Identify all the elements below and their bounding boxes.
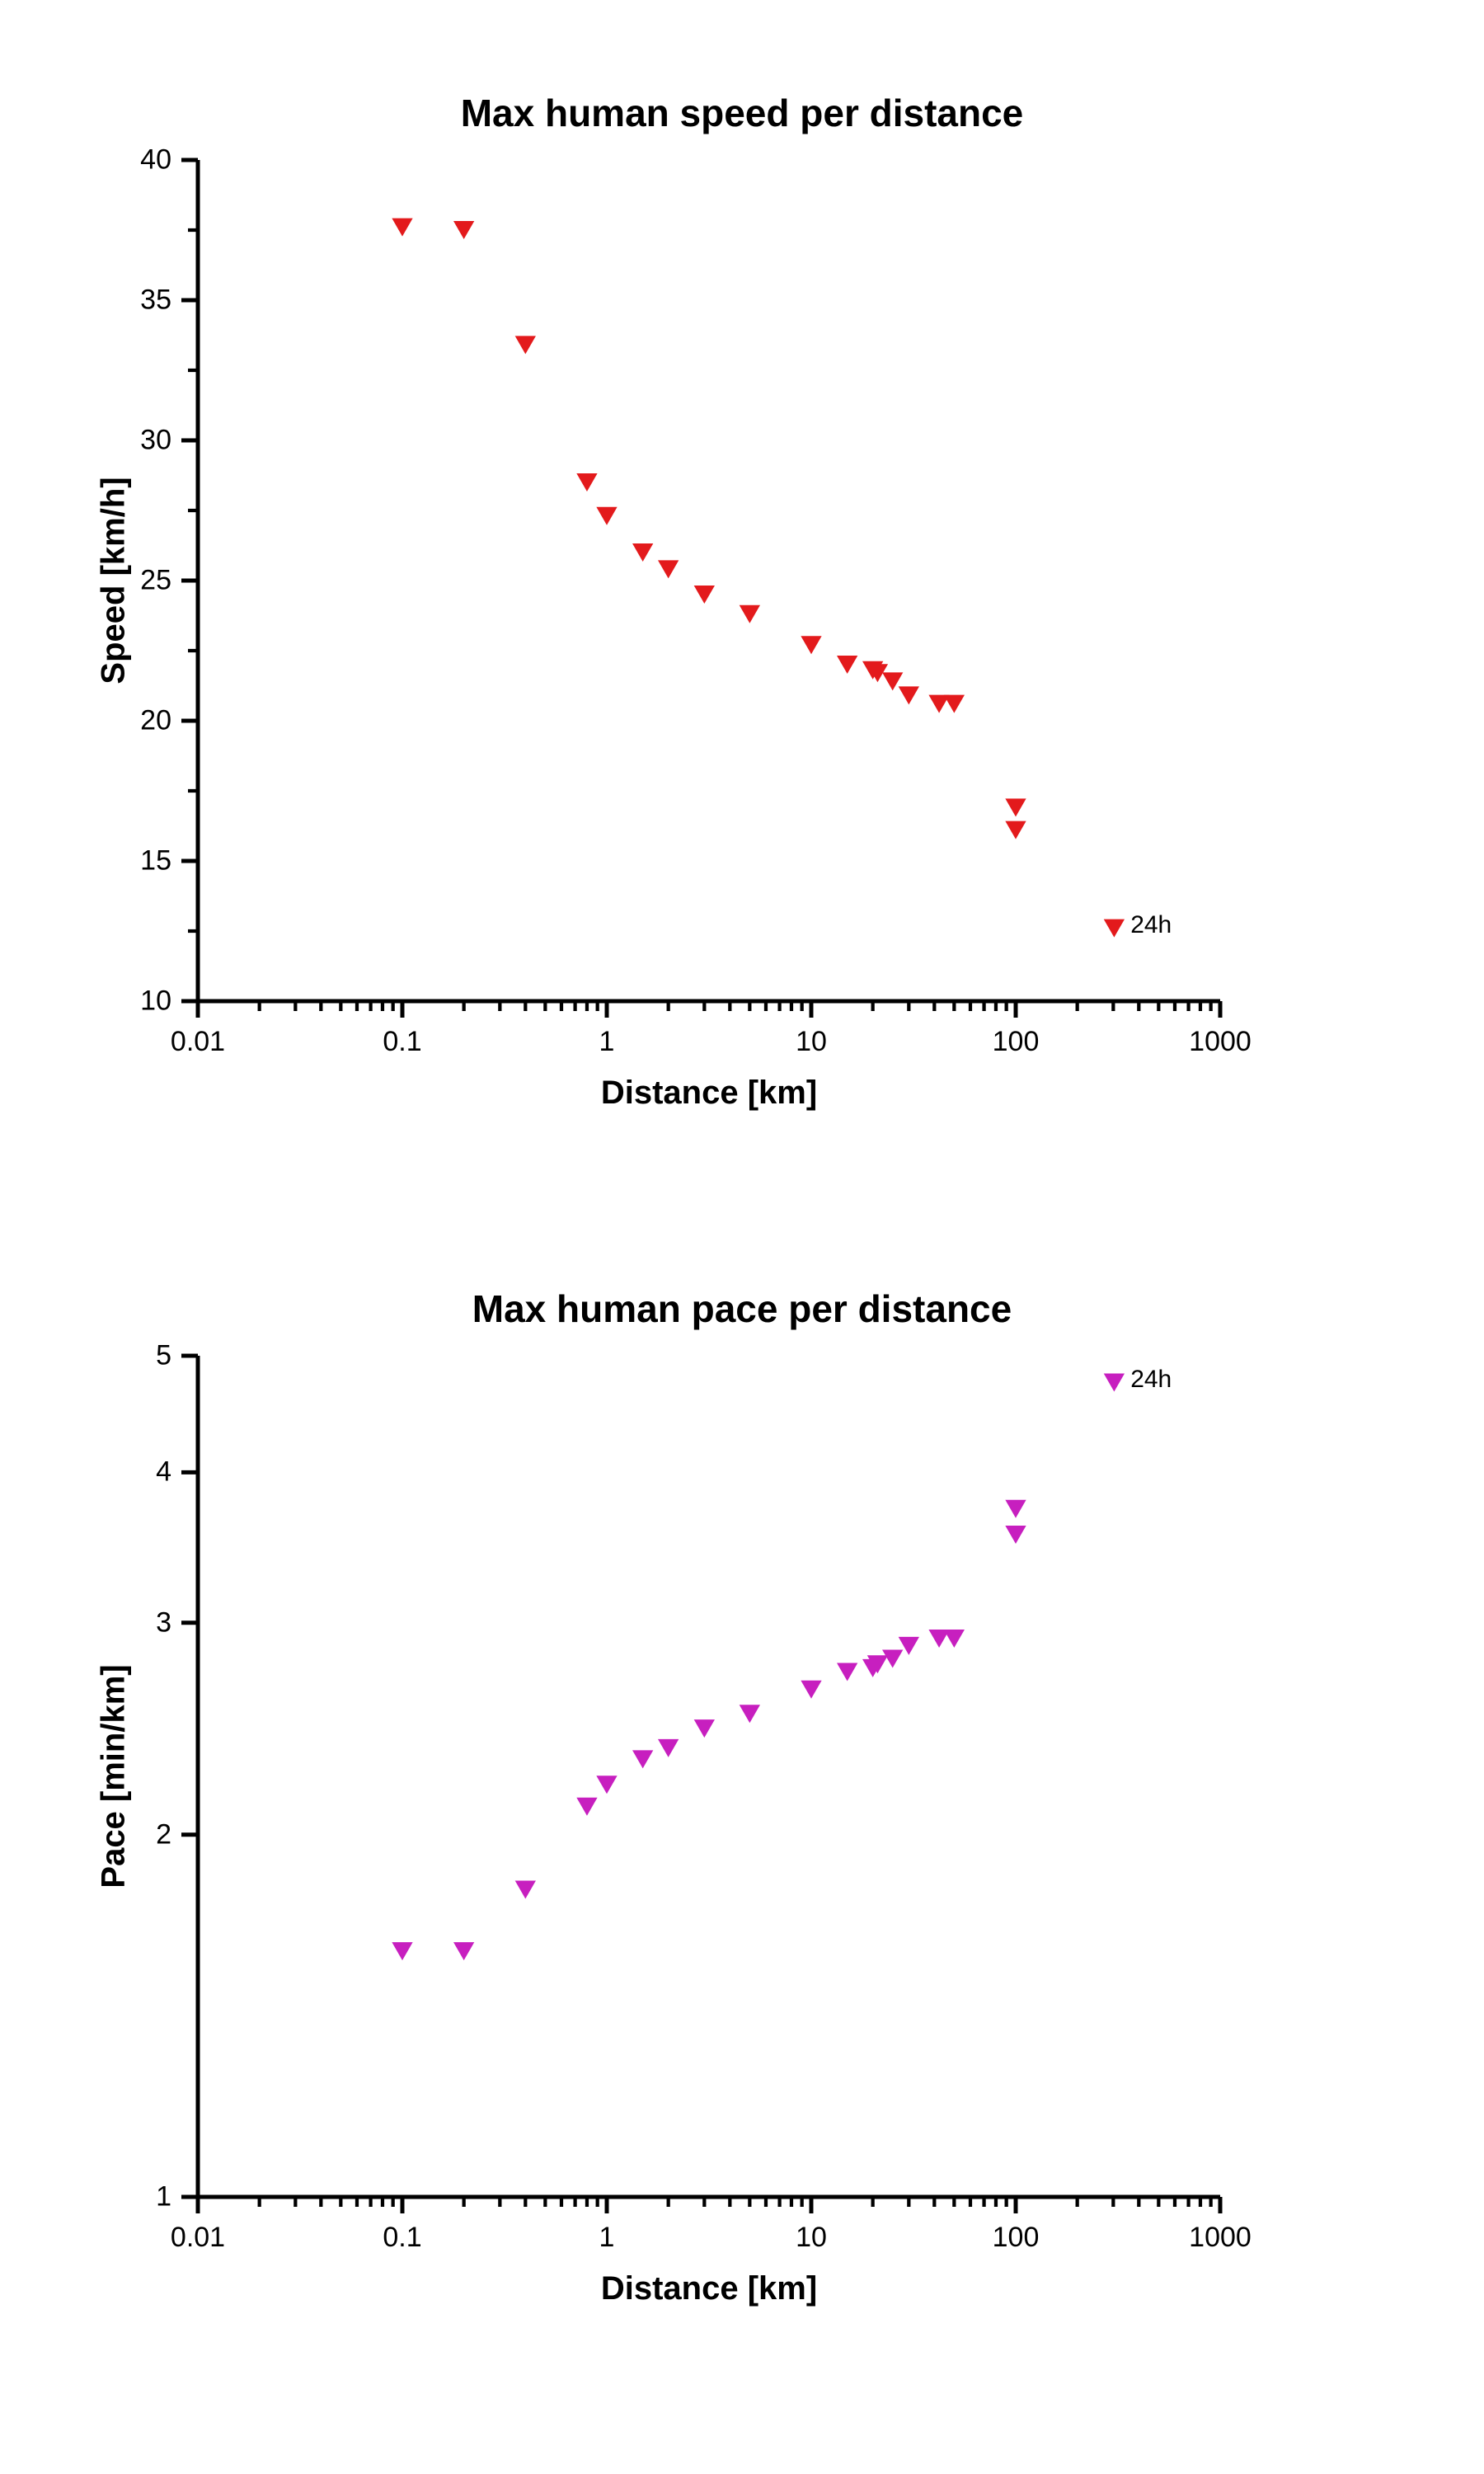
y-tick-label: 25	[140, 565, 171, 597]
data-marker	[658, 560, 679, 578]
data-marker	[632, 543, 653, 562]
annotation-label: 24h	[1130, 911, 1172, 938]
data-marker	[801, 1681, 821, 1699]
x-axis-label: Distance [km]	[601, 1075, 817, 1112]
data-marker	[392, 219, 412, 237]
y-tick-label: 30	[140, 425, 171, 457]
x-tick-label: 1	[599, 1026, 615, 1058]
data-marker	[1104, 1374, 1125, 1392]
y-tick-label: 15	[140, 845, 171, 877]
data-marker	[658, 1739, 679, 1757]
data-marker	[1005, 1500, 1026, 1518]
x-tick-label: 100	[993, 1026, 1040, 1058]
x-tick-label: 10	[796, 1026, 827, 1058]
y-tick-label: 3	[156, 1606, 171, 1639]
data-marker	[1005, 1526, 1026, 1544]
y-tick-label: 2	[156, 1818, 171, 1851]
x-tick-label: 0.01	[171, 2222, 225, 2254]
y-tick-label: 10	[140, 985, 171, 1018]
plot-area: 24h 0.010.11101001000Distance [km]101520…	[198, 160, 1220, 1001]
data-marker	[1104, 920, 1125, 938]
chart-svg: 24h	[49, 1207, 1369, 2345]
x-tick-label: 100	[993, 2222, 1040, 2254]
data-marker	[515, 336, 536, 354]
data-marker	[694, 586, 715, 604]
data-marker	[899, 686, 919, 704]
data-marker	[1005, 821, 1026, 840]
data-marker	[1005, 798, 1026, 816]
x-tick-label: 1	[599, 2222, 615, 2254]
data-marker	[453, 1942, 474, 1960]
x-tick-label: 0.1	[383, 1026, 421, 1058]
annotation-label: 24h	[1130, 1366, 1172, 1393]
pace_chart: Max human pace per distance 24h 0.010.11…	[66, 1286, 1418, 2197]
y-tick-label: 35	[140, 285, 171, 317]
x-tick-label: 10	[796, 2222, 827, 2254]
data-marker	[801, 636, 821, 654]
data-marker	[837, 656, 857, 674]
chart-svg: 24h	[49, 12, 1369, 1150]
data-marker	[944, 1630, 965, 1648]
y-axis-label: Speed [km/h]	[96, 477, 133, 684]
data-marker	[453, 221, 474, 239]
x-tick-label: 0.1	[383, 2222, 421, 2254]
y-tick-label: 5	[156, 1340, 171, 1372]
data-marker	[632, 1750, 653, 1768]
data-marker	[740, 1705, 760, 1723]
data-marker	[576, 1798, 597, 1816]
data-marker	[740, 605, 760, 623]
data-marker	[944, 695, 965, 713]
speed_chart: Max human speed per distance 24h 0.010.1…	[66, 91, 1418, 1001]
x-axis-label: Distance [km]	[601, 2270, 817, 2307]
data-marker	[392, 1942, 412, 1960]
data-marker	[515, 1880, 536, 1898]
plot-area: 24h 0.010.11101001000Distance [km]12345P…	[198, 1356, 1220, 2197]
y-tick-label: 20	[140, 705, 171, 737]
x-tick-label: 1000	[1189, 2222, 1252, 2254]
data-marker	[576, 473, 597, 492]
data-marker	[596, 507, 617, 525]
y-tick-label: 4	[156, 1456, 171, 1489]
y-tick-label: 40	[140, 144, 171, 176]
data-marker	[694, 1719, 715, 1738]
y-axis-label: Pace [min/km]	[96, 1664, 133, 1888]
data-marker	[596, 1776, 617, 1794]
data-marker	[837, 1663, 857, 1681]
x-tick-label: 1000	[1189, 1026, 1252, 1058]
x-tick-label: 0.01	[171, 1026, 225, 1058]
y-tick-label: 1	[156, 2181, 171, 2213]
